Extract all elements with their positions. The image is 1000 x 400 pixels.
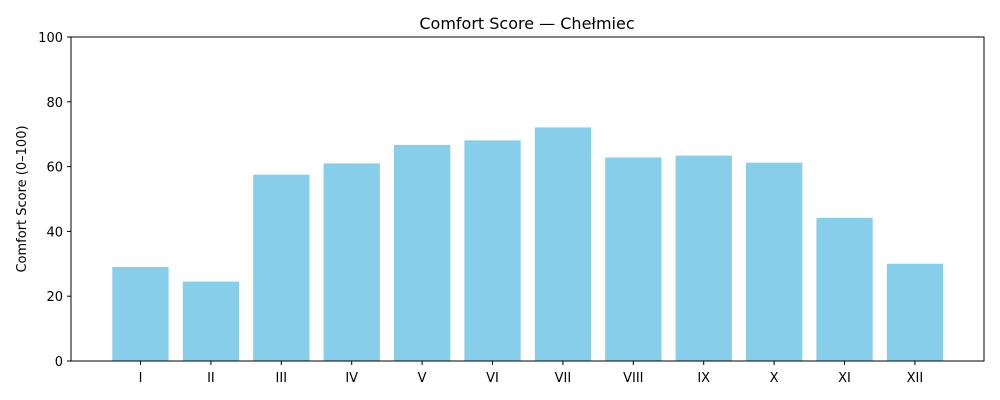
bar-VII xyxy=(534,127,592,362)
y-tick-label: 80 xyxy=(46,96,63,111)
bar-XI xyxy=(816,217,873,361)
y-axis-label: Comfort Score (0–100) xyxy=(15,125,30,272)
x-tick-label: X xyxy=(770,371,779,386)
x-tick-label: III xyxy=(276,371,288,386)
bar-XII xyxy=(886,263,944,361)
x-tick-label: V xyxy=(418,371,427,386)
bar-II xyxy=(182,281,240,361)
x-axis: I II III IV V VI VII VIII IX X XI XII xyxy=(139,361,924,386)
x-tick-label: II xyxy=(207,371,215,386)
bar-X xyxy=(746,162,803,361)
y-axis: 0 20 40 60 80 100 xyxy=(38,31,71,370)
x-tick-label: VIII xyxy=(623,371,643,386)
bar-IV xyxy=(323,163,380,361)
x-tick-label: XII xyxy=(907,371,924,386)
y-tick-label: 20 xyxy=(46,290,63,305)
x-tick-label: IV xyxy=(345,371,358,386)
bar-III xyxy=(253,174,310,361)
x-tick-label: IX xyxy=(697,371,710,386)
x-tick-label: VII xyxy=(555,371,572,386)
bar-IX xyxy=(675,155,732,361)
y-tick-label: 60 xyxy=(46,161,63,176)
chart-title: Comfort Score — Chełmiec xyxy=(419,14,634,33)
x-tick-label: XI xyxy=(838,371,851,386)
bar-I xyxy=(112,267,169,361)
bar-V xyxy=(394,144,451,361)
y-tick-label: 40 xyxy=(46,225,63,240)
x-tick-label: I xyxy=(139,371,143,386)
bar-VIII xyxy=(605,157,662,361)
y-tick-label: 100 xyxy=(38,31,63,46)
y-tick-label: 0 xyxy=(55,355,63,370)
bars-group xyxy=(112,127,944,362)
x-tick-label: VI xyxy=(486,371,499,386)
plot-frame xyxy=(70,36,985,362)
bar-VI xyxy=(464,140,521,361)
